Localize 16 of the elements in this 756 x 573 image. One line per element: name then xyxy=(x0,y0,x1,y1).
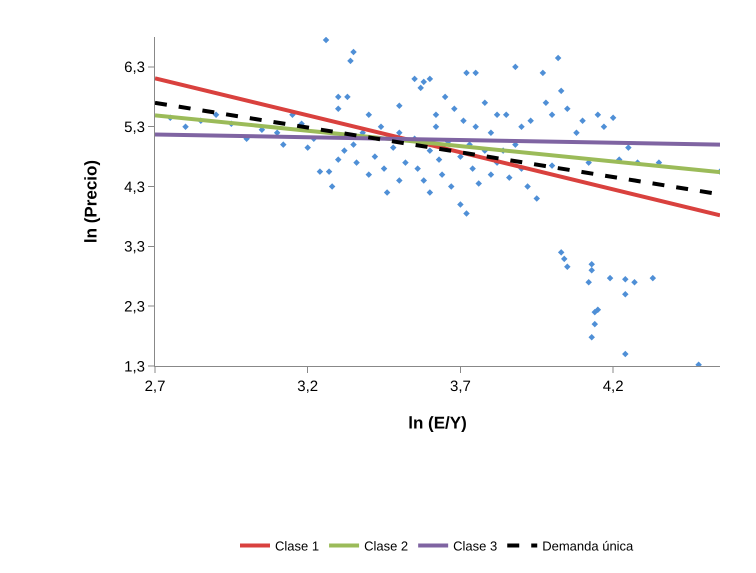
legend-label: Clase 3 xyxy=(453,538,498,554)
legend-label: Demanda única xyxy=(542,538,634,554)
y-tick-label: 3,3 xyxy=(124,238,145,256)
x-tick-label: 2,7 xyxy=(144,378,166,395)
legend-label: Clase 2 xyxy=(364,538,408,554)
legend-label: Clase 1 xyxy=(275,538,320,554)
x-axis-title: ln (E/Y) xyxy=(408,413,467,432)
y-tick-label: 2,3 xyxy=(124,298,145,316)
y-tick-label: 6,3 xyxy=(124,59,145,76)
y-tick-label: 5,3 xyxy=(124,118,145,136)
y-tick-label: 4,3 xyxy=(124,178,145,196)
y-axis-title: ln (Precio) xyxy=(82,160,101,244)
y-tick-label: 1,3 xyxy=(124,358,145,376)
x-tick-label: 3,2 xyxy=(297,378,318,395)
x-tick-label: 3,7 xyxy=(450,378,471,395)
x-tick-label: 4,2 xyxy=(602,378,624,395)
